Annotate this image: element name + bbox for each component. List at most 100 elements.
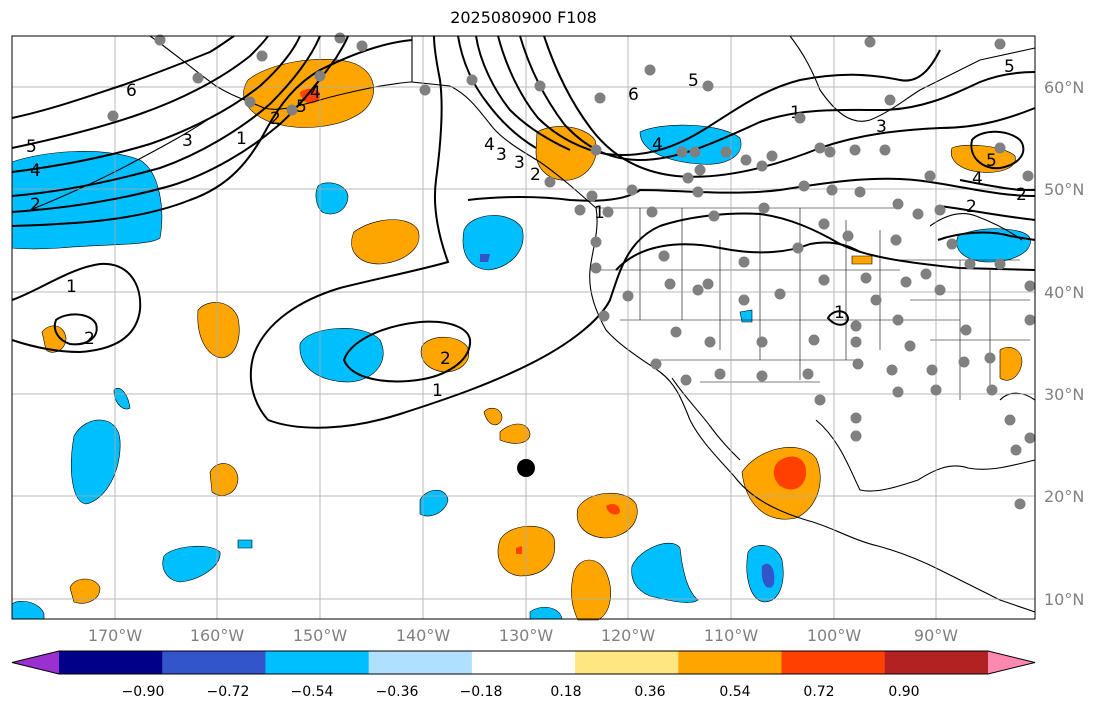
- station-dot: [590, 236, 602, 248]
- station-dot: [658, 250, 670, 262]
- station-dot: [598, 310, 610, 322]
- contour-1-texas: [826, 310, 850, 326]
- blue-area-bottom1: [11, 601, 45, 620]
- map-frame: [11, 35, 1036, 620]
- contour-5-nw: [11, 35, 269, 149]
- station-dot: [892, 314, 904, 326]
- contour-label: 3: [876, 117, 887, 137]
- station-dot: [850, 412, 862, 424]
- lat-label: 10°N: [1044, 590, 1085, 609]
- station-dot: [314, 70, 326, 82]
- colorbar-extend-min: [12, 651, 59, 674]
- station-dot: [934, 204, 946, 216]
- station-dot: [994, 258, 1006, 270]
- station-dot: [870, 294, 882, 306]
- station-dot: [1024, 280, 1036, 292]
- station-dot: [256, 50, 268, 62]
- blue-area-small1: [113, 388, 131, 410]
- station-dot: [644, 64, 656, 76]
- station-dot: [664, 278, 676, 290]
- station-dot: [694, 164, 706, 176]
- gridlines: [12, 36, 1035, 619]
- colorbar-tick-label: −0.54: [290, 684, 334, 700]
- contour-6-nw: [11, 35, 235, 119]
- station-dot: [682, 172, 694, 184]
- contour-label: 4: [484, 135, 495, 155]
- colorbar-segment: [781, 651, 886, 674]
- contour-label: 1: [790, 103, 801, 123]
- station-dot: [738, 256, 750, 268]
- station-dot: [850, 336, 862, 348]
- contour-5-center-b: [497, 35, 941, 157]
- contour-label: 2: [270, 109, 281, 129]
- blue-area-northpac: [462, 215, 524, 271]
- station-dot: [920, 268, 932, 280]
- contour-2-center: [342, 320, 472, 383]
- contour-5-center: [475, 35, 571, 151]
- north-america-coast: [411, 36, 1036, 613]
- orange-area-south3: [571, 559, 611, 621]
- station-dot: [798, 180, 810, 192]
- colorbar-segment: [575, 651, 679, 674]
- colorbar-tick-label: 0.72: [803, 684, 835, 700]
- station-dot: [774, 288, 786, 300]
- station-dot: [860, 272, 872, 284]
- station-dot: [892, 198, 904, 210]
- contour-label: 1: [834, 303, 845, 323]
- station-dot: [689, 146, 701, 158]
- station-markers: [107, 32, 1036, 510]
- station-dot: [714, 368, 726, 380]
- lon-label: 150°W: [292, 626, 348, 645]
- station-dot: [850, 320, 862, 332]
- contour-label: 5: [296, 97, 307, 117]
- station-dot: [818, 274, 830, 286]
- blue-area-small3: [237, 539, 253, 549]
- contour-2-east: [937, 231, 1036, 241]
- station-dot: [892, 386, 904, 398]
- colorbar-segment: [471, 651, 576, 674]
- station-dot: [680, 374, 692, 386]
- station-dot: [756, 160, 768, 172]
- station-dot: [590, 144, 602, 156]
- station-dot: [890, 234, 902, 246]
- station-dot: [738, 294, 750, 306]
- lon-label: 160°W: [189, 626, 245, 645]
- station-dot: [334, 32, 346, 44]
- station-dot: [808, 334, 820, 346]
- lat-label: 40°N: [1044, 283, 1085, 302]
- station-dot: [704, 336, 716, 348]
- contour-labels: 6 5 4 3 2 1 1 2 2 1 6 5 5 4 3 2 1 4 3 5 …: [26, 57, 1027, 401]
- station-dot: [602, 206, 614, 218]
- orange-area-small2: [499, 423, 531, 444]
- station-dot: [758, 202, 770, 214]
- lat-label: 30°N: [1044, 385, 1085, 404]
- contour-label: 4: [310, 83, 321, 103]
- contour-5-east: [970, 130, 1025, 170]
- station-dot: [626, 184, 638, 196]
- station-dot: [964, 258, 976, 270]
- station-dot: [708, 210, 720, 222]
- lon-label: 140°W: [395, 626, 451, 645]
- orange-area-midpac: [351, 219, 420, 265]
- colorbar-segment: [265, 651, 370, 674]
- orange-area-kansas: [851, 255, 873, 265]
- orange-area-south1: [576, 492, 638, 539]
- station-dot: [924, 170, 936, 182]
- colorbar-extend-max: [988, 651, 1035, 674]
- lat-label: 50°N: [1044, 180, 1085, 199]
- colorbar-segment: [884, 651, 989, 674]
- blue-dark-northpac: [480, 254, 490, 262]
- station-dot: [650, 358, 662, 370]
- orange-area-center: [420, 336, 470, 373]
- station-dot: [930, 384, 942, 396]
- station-dot: [702, 80, 714, 92]
- colorbar-segment: [678, 651, 783, 674]
- lon-label: 170°W: [87, 626, 143, 645]
- contour-label: 1: [594, 203, 605, 223]
- colorbar-tick-label: −0.18: [459, 684, 503, 700]
- station-dot: [670, 326, 682, 338]
- station-dot: [574, 204, 586, 216]
- station-dot: [826, 184, 838, 196]
- coastlines: [29, 35, 1036, 613]
- orange-area-west2: [41, 325, 67, 353]
